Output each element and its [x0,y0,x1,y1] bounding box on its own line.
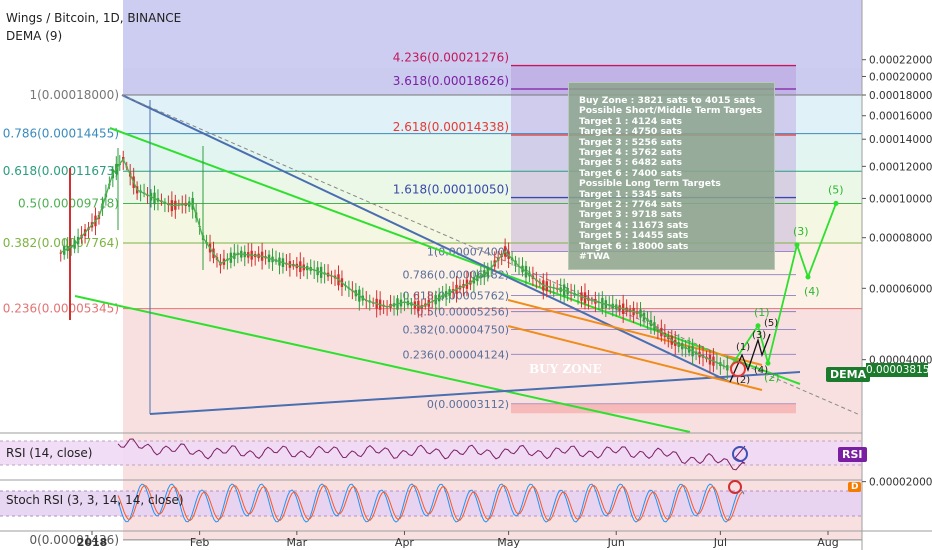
rsi-marker-circle [732,446,748,462]
targets-info-box: Buy Zone : 3821 sats to 4015 sats Possib… [568,82,775,270]
fib-level-label: 0.618(0.00011673) [3,164,119,178]
info-line: Target 3 : 5256 sats [579,136,682,148]
last-price-tag: 0.00003815 [866,363,930,377]
small-wave-label: (5) [764,318,778,329]
price-tick-label: 0.00012000 [869,161,932,173]
dema-line [60,157,728,369]
small-wave-label: (1) [736,342,750,353]
indicator-label[interactable]: DEMA (9) [6,29,63,43]
price-tick-label: 0.00020000 [869,71,932,83]
fib-level-label: 0.786(0.00014455) [3,127,119,141]
small-fib-label: 0(0.00003112) [427,398,509,411]
dashed-trend [121,94,861,416]
info-line: Target 6 : 7400 sats [579,167,682,179]
fib-level-label: 0(0.00001436) [29,533,119,547]
rsi-line [117,438,746,471]
time-tick-label: Apr [395,536,415,549]
projection-path [729,203,837,369]
channel-upper [109,127,801,385]
small-fib-label: 0.786(0.00006482) [402,269,509,282]
time-tick-label: Feb [190,536,209,549]
trend-line-up [149,371,801,415]
projection-point [755,323,761,329]
fib-level-label: 1(0.00018000) [29,88,119,102]
price-tick-label: 0.00006000 [869,283,932,295]
info-line: Buy Zone : 3821 sats to 4015 sats [579,95,756,106]
stoch-rsi-pane-label[interactable]: Stoch RSI (3, 3, 14, 14, close) [6,493,184,507]
fib-ext-label: 4.236(0.00021276) [393,51,509,65]
info-line: Target 5 : 14455 sats [579,230,689,242]
price-tick-label: 0.00002000 [869,477,932,489]
rsi-tag: RSI [838,447,867,462]
price-axis-bg [862,0,932,550]
info-line: Target 3 : 9718 sats [579,209,682,221]
price-tick-label: 0.00014000 [869,134,932,146]
channel-lower [74,295,691,433]
info-line: Target 2 : 4750 sats [579,126,682,138]
projection-wave-label: (1) [754,306,770,319]
fib-ext-label: 3.618(0.00018626) [393,74,509,88]
price-tick-label: 0.00018000 [869,90,932,102]
price-tick-label: 0.00022000 [869,55,932,67]
time-tick-label: May [497,536,520,549]
info-line: Target 5 : 6482 sats [579,157,682,169]
info-line: Target 6 : 18000 sats [579,240,689,252]
projection-point [805,274,811,280]
stoch-d-tag: D [848,482,862,492]
chart-title: Wings / Bitcoin, 1D, BINANCE [6,11,182,25]
time-tick-label: 2018 [77,536,108,549]
small-wave-label: (2) [736,375,750,386]
projection-wave-label: (5) [828,183,844,196]
orange-line [507,299,763,366]
info-line: Target 4 : 5762 sats [579,147,682,159]
price-tick-label: 0.00008000 [869,233,932,245]
info-line: Target 1 : 5345 sats [579,188,682,200]
fib-level-label: 0.5(0.00009718) [18,196,119,210]
small-fib-label: 0.236(0.00004124) [402,348,509,361]
bottom-marker-circle [730,361,746,377]
stoch-marker-circle [728,480,742,494]
time-tick-label: Jul [713,536,727,549]
small-fib-label: 0.5(0.00005256) [416,306,509,319]
time-tick-label: Jun [607,536,625,549]
buy-zone-label: BUY ZONE [529,362,602,376]
info-line: Target 2 : 7764 sats [579,199,682,211]
rsi-pane-label[interactable]: RSI (14, close) [6,446,93,460]
fib-ext-label: 1.618(0.00010050) [393,183,509,197]
fib-band-top [123,0,862,95]
candle-body [59,252,62,254]
info-line: #TWA [579,251,610,263]
fib-ext-label: 2.618(0.00014338) [393,120,509,134]
projection-point [833,200,839,206]
fib-level-label: 0.236(0.00005345) [3,302,119,316]
info-line: Possible Long Term Targets [579,178,721,190]
projection-wave-label: (3) [793,225,809,238]
small-fib-label: 1(0.00007400) [427,245,509,258]
small-wave-label: (3) [752,330,766,341]
dema-tag: DEMA [826,367,871,382]
projection-point [794,242,800,248]
projection-point [765,360,771,366]
stoch-d-line [117,484,745,522]
time-tick-label: Mar [286,536,307,549]
price-tick-label: 0.00016000 [869,111,932,123]
orange-line [507,325,763,391]
time-tick-label: Aug [817,536,838,549]
fib-level-label: 0.382(0.00007764) [3,236,119,250]
info-line: Target 1 : 4124 sats [579,115,682,127]
small-wave-path [729,333,771,383]
buy-zone-box [511,403,796,414]
info-line: Target 4 : 11673 sats [579,219,689,231]
small-fib-label: 0.382(0.00004750) [402,323,509,336]
trend-line-down [121,94,731,383]
projection-wave-label: (4) [804,285,820,298]
small-wave-label: (4) [754,365,768,376]
price-tick-label: 0.00010000 [869,193,932,205]
stoch-k-line [117,483,745,523]
projection-wave-label: (2) [764,371,780,384]
info-line: Possible Short/Middle Term Targets [579,105,763,117]
